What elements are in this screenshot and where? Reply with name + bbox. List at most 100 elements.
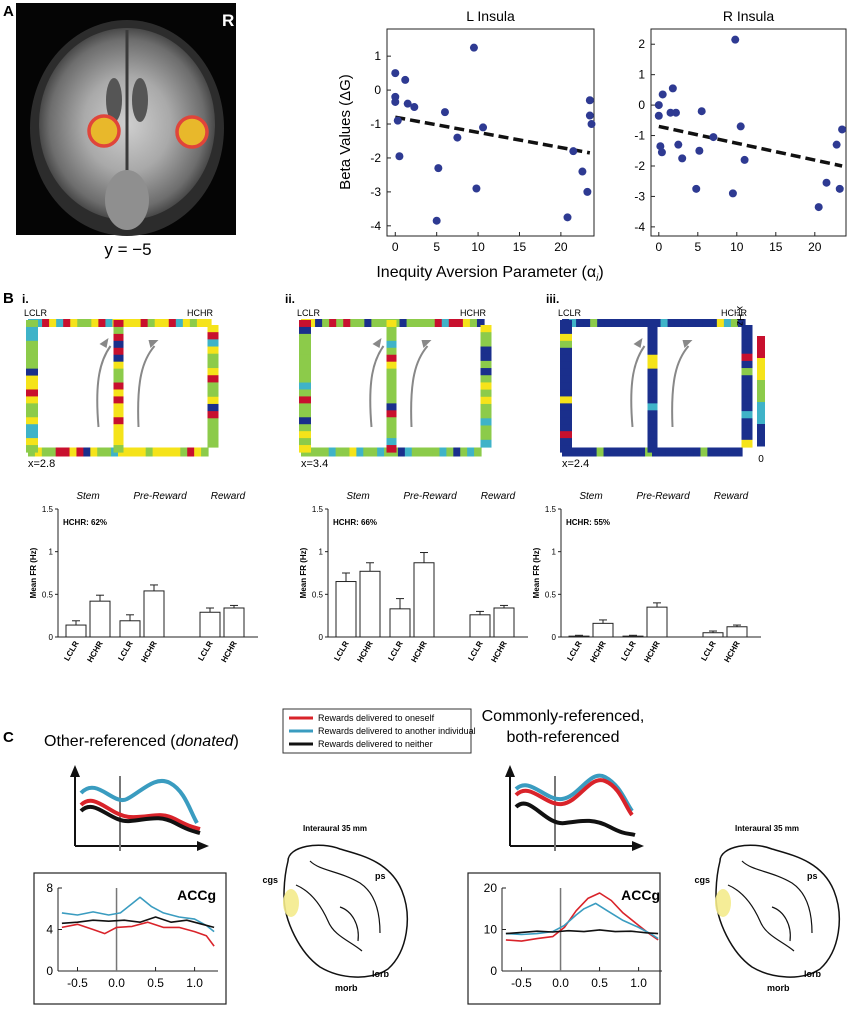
rate-map-cell xyxy=(399,319,408,327)
schematic-curve-self xyxy=(79,798,201,831)
brain-ventricle-left xyxy=(106,78,122,122)
rate-map-cell xyxy=(741,418,753,427)
rate-map-cell xyxy=(560,403,572,411)
y-tick-label: -2 xyxy=(370,151,381,165)
rate-map-cell xyxy=(321,447,330,457)
atlas-accg-highlight xyxy=(715,889,731,917)
rate-map-cell xyxy=(560,354,572,363)
atlas-accg-highlight xyxy=(283,889,299,917)
rate-map-cell xyxy=(159,447,168,457)
rate-map-cell xyxy=(113,445,124,453)
atlas-outline xyxy=(715,844,840,978)
atlas-label-cgs: cgs xyxy=(694,875,710,885)
brain-side-label: R xyxy=(222,11,234,30)
rate-map-cell xyxy=(35,319,43,327)
rate-map-cell xyxy=(42,319,50,327)
data-point xyxy=(674,140,683,149)
rate-map-cell xyxy=(560,438,572,446)
rate-map-cell xyxy=(189,319,198,327)
rate-map-cell xyxy=(453,447,461,457)
rate-map-cell xyxy=(131,447,140,457)
rate-map-cell xyxy=(364,319,372,327)
rate-map-peak-value: x=2.4 xyxy=(562,458,589,470)
rate-map-cell xyxy=(413,319,422,327)
bar xyxy=(89,600,111,638)
trend-line xyxy=(394,115,591,155)
data-point xyxy=(585,111,594,120)
rate-map-cell xyxy=(480,339,492,348)
rate-map-cell xyxy=(203,319,212,327)
data-point xyxy=(671,108,680,117)
data-point xyxy=(658,90,667,99)
rate-map-cell xyxy=(730,319,739,327)
colorbar-segment xyxy=(757,336,765,359)
x-tick-label: 15 xyxy=(513,240,527,254)
scatter-axes-frame xyxy=(650,28,847,237)
bar xyxy=(119,620,141,638)
rate-map-cell xyxy=(113,326,124,335)
bar-annotation: HCHR: 66% xyxy=(333,518,377,527)
rate-map-cell xyxy=(639,319,648,327)
rate-map-cell xyxy=(386,445,397,453)
rate-map-cell xyxy=(90,447,98,457)
rate-map-cell xyxy=(113,347,124,356)
data-point xyxy=(578,167,587,176)
rate-map-cell xyxy=(207,418,219,427)
rate-map-cell xyxy=(386,326,397,335)
y-tick-label: -1 xyxy=(370,117,381,131)
line-series xyxy=(61,916,215,929)
rate-map-cell xyxy=(113,382,124,391)
rate-map-cell xyxy=(560,445,572,453)
rate-map-cell xyxy=(299,424,311,432)
rate-map-cell xyxy=(681,319,690,327)
rate-map-cell xyxy=(480,375,492,384)
rate-map-cell xyxy=(480,411,492,419)
brain-stem xyxy=(105,170,149,230)
rate-map-cell xyxy=(576,319,584,327)
path-arrow-right xyxy=(137,345,156,428)
rate-map-cell xyxy=(446,447,454,457)
rate-map-cell xyxy=(386,424,397,432)
line-x-tick-label: 0.0 xyxy=(108,976,125,990)
right-schematic-title-line1: Commonly-referenced, xyxy=(482,708,645,725)
bar xyxy=(592,622,614,638)
rate-map-cell xyxy=(480,439,492,448)
schematic-curve-other xyxy=(79,779,199,825)
brain-ventricle-right xyxy=(132,78,148,122)
rate-map-cell xyxy=(480,325,492,333)
rate-map-cell xyxy=(560,396,572,404)
data-point xyxy=(822,178,831,187)
colorbar-segment xyxy=(757,380,765,403)
rate-map-cell xyxy=(647,417,658,425)
rate-map-cell xyxy=(647,368,658,377)
rate-map-cell xyxy=(207,346,219,355)
rate-map-cell xyxy=(702,319,711,327)
rate-map-cell xyxy=(328,447,337,457)
rate-map-cell xyxy=(610,447,618,457)
y-tick-label: -3 xyxy=(370,185,381,199)
rate-map-cell xyxy=(560,424,572,432)
rate-map-cell xyxy=(474,447,482,457)
rate-map-cell xyxy=(145,447,154,457)
schematic-x-arrow xyxy=(197,841,209,851)
line-x-tick-label: 1.0 xyxy=(186,976,203,990)
rate-map-cell xyxy=(26,368,38,377)
x-tick-label: 20 xyxy=(808,240,822,254)
bar-category-label: LCLR xyxy=(196,639,215,662)
rate-map-cell xyxy=(26,333,38,342)
rate-map-cell xyxy=(647,424,658,432)
rate-map-cell xyxy=(56,319,64,327)
bar-category-label: HCHR xyxy=(722,639,741,664)
bar xyxy=(389,608,411,638)
rate-map-cell xyxy=(707,447,715,457)
bar-category-label: HCHR xyxy=(219,639,238,664)
rate-map-cell xyxy=(560,333,572,342)
atlas-label-morb: morb xyxy=(767,983,790,993)
rate-map-cell xyxy=(569,319,577,327)
rate-map-cell xyxy=(480,396,492,405)
rate-map-cell xyxy=(77,319,85,327)
panel-letter-c: C xyxy=(3,729,14,746)
x-tick-label: 0 xyxy=(392,240,399,254)
